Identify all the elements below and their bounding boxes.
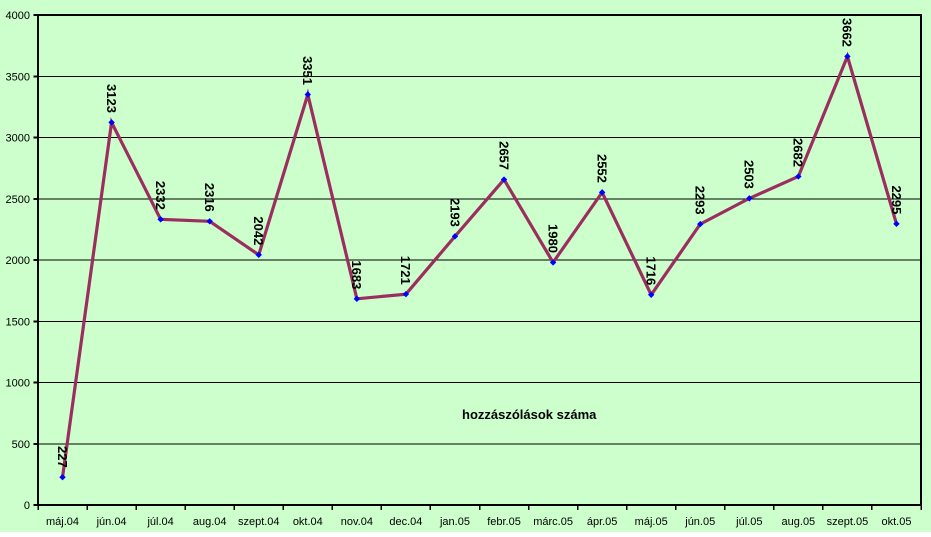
svg-text:4000: 4000 [6,10,30,22]
svg-text:1721: 1721 [398,256,413,285]
svg-text:227: 227 [55,446,70,468]
svg-text:3351: 3351 [300,56,315,85]
svg-text:nov.04: nov.04 [341,516,373,528]
svg-text:2193: 2193 [447,198,462,227]
svg-text:máj.05: máj.05 [635,516,668,528]
svg-text:2503: 2503 [742,160,757,189]
svg-text:2042: 2042 [251,216,266,245]
svg-text:máj.04: máj.04 [46,516,79,528]
svg-text:jún.04: jún.04 [96,516,127,528]
svg-text:2657: 2657 [496,141,511,170]
svg-text:jan.05: jan.05 [439,516,470,528]
svg-text:3123: 3123 [104,84,119,113]
svg-text:2332: 2332 [153,181,168,210]
svg-text:3000: 3000 [6,133,30,145]
svg-text:aug.05: aug.05 [782,516,816,528]
svg-text:hozzászólások száma: hozzászólások száma [462,407,597,422]
svg-text:febr.05: febr.05 [487,516,521,528]
svg-text:szept.04: szept.04 [238,516,280,528]
svg-text:márc.05: márc.05 [533,516,573,528]
svg-text:1683: 1683 [349,260,364,289]
svg-text:2500: 2500 [6,194,30,206]
svg-text:1980: 1980 [545,224,560,253]
svg-text:2316: 2316 [202,183,217,212]
svg-text:1716: 1716 [643,256,658,285]
svg-text:1500: 1500 [6,316,30,328]
svg-text:500: 500 [12,439,30,451]
svg-text:ápr.05: ápr.05 [587,516,618,528]
svg-text:3500: 3500 [6,71,30,83]
svg-text:2000: 2000 [6,255,30,267]
svg-text:2293: 2293 [693,186,708,215]
svg-text:3662: 3662 [840,18,855,47]
svg-text:2682: 2682 [791,138,806,167]
svg-text:okt.05: okt.05 [881,516,911,528]
svg-text:júl.04: júl.04 [146,516,173,528]
svg-text:aug.04: aug.04 [193,516,227,528]
svg-text:jún.05: jún.05 [684,516,715,528]
svg-text:2295: 2295 [889,185,904,214]
svg-text:2552: 2552 [594,154,609,183]
svg-text:szept.05: szept.05 [827,516,869,528]
svg-text:dec.04: dec.04 [389,516,422,528]
svg-text:okt.04: okt.04 [293,516,323,528]
svg-text:júl.05: júl.05 [735,516,762,528]
svg-text:1000: 1000 [6,378,30,390]
svg-text:0: 0 [24,500,30,512]
